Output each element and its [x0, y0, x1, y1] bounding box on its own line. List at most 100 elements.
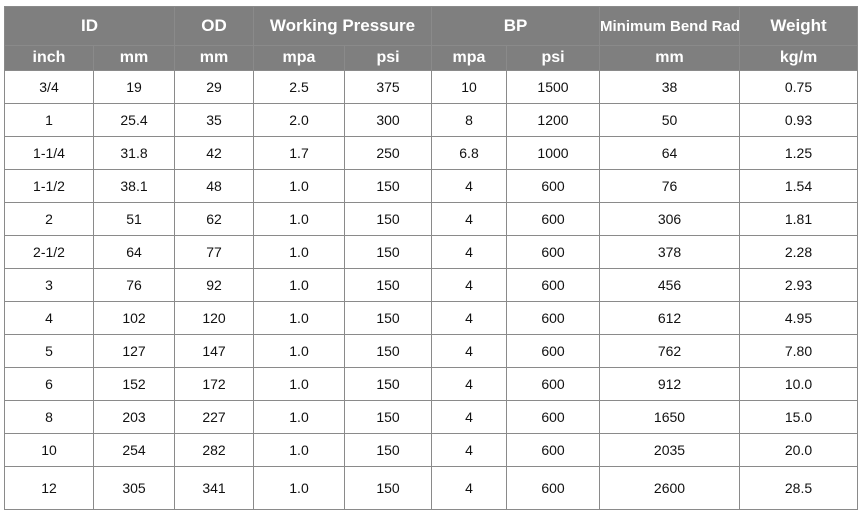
unit-header-weight-kgm: kg/m: [739, 45, 858, 71]
weight-cell: 1.54: [739, 169, 858, 203]
bp-psi-cell: 600: [506, 433, 600, 467]
wp-psi-cell: 150: [344, 433, 432, 467]
bp-psi-cell: 600: [506, 334, 600, 368]
bp-mpa-cell: 4: [431, 334, 507, 368]
wp-mpa-cell: 1.0: [253, 433, 345, 467]
id-inch-cell: 2: [4, 202, 94, 236]
bp-mpa-cell: 10: [431, 70, 507, 104]
id-mm-cell: 152: [93, 367, 175, 401]
id-inch-cell: 1: [4, 103, 94, 137]
table-row: 1 25.4 35 2.0 300 8 1200 50 0.93: [4, 103, 858, 137]
wp-mpa-cell: 1.0: [253, 367, 345, 401]
bp-psi-cell: 1000: [506, 136, 600, 170]
wp-mpa-cell: 1.7: [253, 136, 345, 170]
wp-psi-cell: 150: [344, 235, 432, 269]
id-inch-cell: 10: [4, 433, 94, 467]
weight-cell: 0.93: [739, 103, 858, 137]
id-mm-cell: 31.8: [93, 136, 175, 170]
bp-mpa-cell: 4: [431, 466, 507, 510]
bp-mpa-cell: 4: [431, 367, 507, 401]
table-row: 2 51 62 1.0 150 4 600 306 1.81: [4, 202, 858, 236]
od-mm-cell: 42: [174, 136, 254, 170]
bend-radius-cell: 1650: [599, 400, 740, 434]
id-inch-cell: 5: [4, 334, 94, 368]
bp-psi-cell: 1500: [506, 70, 600, 104]
weight-cell: 7.80: [739, 334, 858, 368]
bend-radius-cell: 306: [599, 202, 740, 236]
id-inch-cell: 3: [4, 268, 94, 302]
wp-mpa-cell: 1.0: [253, 301, 345, 335]
id-mm-cell: 305: [93, 466, 175, 510]
bend-radius-cell: 612: [599, 301, 740, 335]
unit-header-bend-mm: mm: [599, 45, 740, 71]
id-inch-cell: 1-1/4: [4, 136, 94, 170]
weight-cell: 2.93: [739, 268, 858, 302]
unit-header-id-mm: mm: [93, 45, 175, 71]
weight-cell: 28.5: [739, 466, 858, 510]
table-row: 1-1/4 31.8 42 1.7 250 6.8 1000 64 1.25: [4, 136, 858, 170]
weight-cell: 20.0: [739, 433, 858, 467]
wp-psi-cell: 150: [344, 367, 432, 401]
wp-mpa-cell: 1.0: [253, 268, 345, 302]
od-mm-cell: 227: [174, 400, 254, 434]
id-mm-cell: 102: [93, 301, 175, 335]
od-mm-cell: 92: [174, 268, 254, 302]
weight-cell: 10.0: [739, 367, 858, 401]
id-mm-cell: 76: [93, 268, 175, 302]
od-mm-cell: 29: [174, 70, 254, 104]
working-pressure-group-header: Working Pressure: [253, 6, 432, 46]
bend-radius-cell: 76: [599, 169, 740, 203]
id-mm-cell: 127: [93, 334, 175, 368]
wp-psi-cell: 150: [344, 301, 432, 335]
bend-radius-cell: 2600: [599, 466, 740, 510]
id-inch-cell: 12: [4, 466, 94, 510]
weight-cell: 2.28: [739, 235, 858, 269]
bend-radius-cell: 50: [599, 103, 740, 137]
od-group-header: OD: [174, 6, 254, 46]
weight-cell: 0.75: [739, 70, 858, 104]
bp-mpa-cell: 4: [431, 202, 507, 236]
id-inch-cell: 3/4: [4, 70, 94, 104]
table-row: 3 76 92 1.0 150 4 600 456 2.93: [4, 268, 858, 302]
wp-psi-cell: 300: [344, 103, 432, 137]
wp-psi-cell: 150: [344, 466, 432, 510]
spec-table-body: 3/4 19 29 2.5 375 10 1500 38 0.75 1 25.4 35 2.0 300 8 1…: [4, 70, 858, 510]
id-mm-cell: 38.1: [93, 169, 175, 203]
weight-cell: 1.81: [739, 202, 858, 236]
bp-mpa-cell: 4: [431, 301, 507, 335]
bp-psi-cell: 600: [506, 235, 600, 269]
table-row: 12 305 341 1.0 150 4 600 2600 28.5: [4, 466, 858, 510]
od-mm-cell: 341: [174, 466, 254, 510]
id-mm-cell: 254: [93, 433, 175, 467]
unit-header-bp-psi: psi: [506, 45, 600, 71]
id-inch-cell: 6: [4, 367, 94, 401]
wp-psi-cell: 150: [344, 202, 432, 236]
min-bend-radius-group-header: Minimum Bend Radius: [599, 6, 740, 46]
wp-psi-cell: 150: [344, 268, 432, 302]
od-mm-cell: 120: [174, 301, 254, 335]
od-mm-cell: 62: [174, 202, 254, 236]
wp-psi-cell: 375: [344, 70, 432, 104]
id-inch-cell: 8: [4, 400, 94, 434]
wp-psi-cell: 250: [344, 136, 432, 170]
bp-mpa-cell: 4: [431, 433, 507, 467]
wp-mpa-cell: 1.0: [253, 400, 345, 434]
weight-group-header: Weight: [739, 6, 858, 46]
table-row: 4 102 120 1.0 150 4 600 612 4.95: [4, 301, 858, 335]
id-mm-cell: 51: [93, 202, 175, 236]
bp-mpa-cell: 4: [431, 268, 507, 302]
bp-mpa-cell: 4: [431, 169, 507, 203]
wp-psi-cell: 150: [344, 169, 432, 203]
unit-header-od-mm: mm: [174, 45, 254, 71]
bend-radius-cell: 38: [599, 70, 740, 104]
bp-mpa-cell: 4: [431, 400, 507, 434]
bp-psi-cell: 600: [506, 367, 600, 401]
bend-radius-cell: 762: [599, 334, 740, 368]
table-row: 5 127 147 1.0 150 4 600 762 7.80: [4, 334, 858, 368]
unit-header-wp-psi: psi: [344, 45, 432, 71]
bp-mpa-cell: 8: [431, 103, 507, 137]
hose-spec-table: ID OD Working Pressure BP Minimum Bend R…: [4, 6, 858, 510]
table-row: 3/4 19 29 2.5 375 10 1500 38 0.75: [4, 70, 858, 104]
weight-cell: 1.25: [739, 136, 858, 170]
table-row: 10 254 282 1.0 150 4 600 2035 20.0: [4, 433, 858, 467]
